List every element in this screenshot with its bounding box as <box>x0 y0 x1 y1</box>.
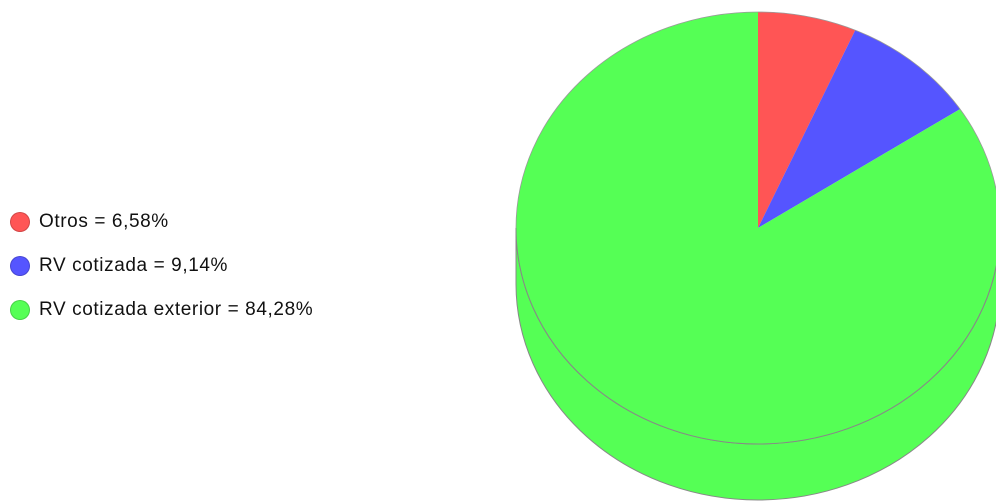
pie-top-outline <box>515 11 996 229</box>
chart-legend: Otros = 6,58% RV cotizada = 9,14% RV cot… <box>10 200 313 332</box>
legend-swatch-rv-cotizada-exterior <box>10 300 30 320</box>
legend-label-otros: Otros = 6,58% <box>39 211 169 232</box>
legend-item-rv-cotizada: RV cotizada = 9,14% <box>10 244 313 288</box>
pie-top-edge <box>515 227 996 445</box>
pie-slice-rv-cotizada-exterior <box>516 12 996 444</box>
legend-swatch-otros <box>10 212 30 232</box>
legend-label-rv-cotizada-exterior: RV cotizada exterior = 84,28% <box>39 299 314 320</box>
pie-top-faces <box>516 12 996 444</box>
legend-item-rv-cotizada-exterior: RV cotizada exterior = 84,28% <box>10 288 313 332</box>
pie-slice-rv-cotizada <box>758 30 961 228</box>
legend-label-rv-cotizada: RV cotizada = 9,14% <box>39 255 229 276</box>
legend-item-otros: Otros = 6,58% <box>10 200 313 244</box>
legend-swatch-rv-cotizada <box>10 256 30 276</box>
pie-slice-otros <box>758 12 856 228</box>
